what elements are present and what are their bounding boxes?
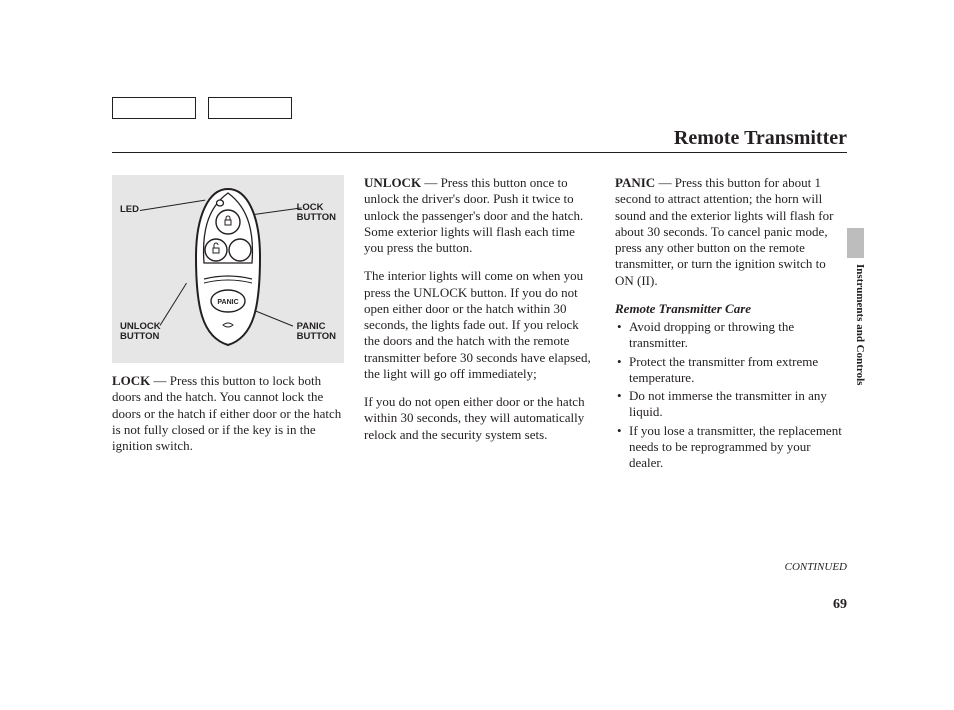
unlock-paragraph-2: The interior lights will come on when yo… [364, 268, 595, 382]
column-3: PANIC — Press this button for about 1 se… [615, 175, 846, 473]
lead-unlock [160, 283, 187, 326]
care-item: If you lose a transmitter, the replaceme… [629, 423, 846, 472]
svg-text:PANIC: PANIC [217, 299, 238, 306]
care-item: Do not immerse the transmitter in any li… [629, 388, 846, 421]
panic-lead: PANIC [615, 175, 655, 190]
lock-paragraph: LOCK — Press this button to lock both do… [112, 373, 344, 454]
care-item: Protect the transmitter from extreme tem… [629, 354, 846, 387]
label-lock: LOCK BUTTON [297, 203, 336, 224]
continued-label: CONTINUED [785, 561, 847, 573]
remote-fob-icon: PANIC [190, 187, 266, 347]
top-box-2[interactable] [208, 97, 292, 119]
page-title: Remote Transmitter [674, 127, 847, 150]
content-columns: LED LOCK BUTTON UNLOCK BUTTON PANIC BUTT… [112, 175, 846, 473]
panic-body: — Press this button for about 1 second t… [615, 175, 833, 288]
remote-diagram: LED LOCK BUTTON UNLOCK BUTTON PANIC BUTT… [112, 175, 344, 363]
care-item: Avoid dropping or throwing the transmitt… [629, 319, 846, 352]
label-panic: PANIC BUTTON [297, 322, 336, 343]
unlock-lead: UNLOCK [364, 175, 421, 190]
care-list: Avoid dropping or throwing the transmitt… [615, 319, 846, 471]
label-led: LED [120, 205, 139, 215]
unlock-paragraph-1b: Some exterior lights will flash each tim… [364, 224, 595, 257]
column-1: LED LOCK BUTTON UNLOCK BUTTON PANIC BUTT… [112, 175, 344, 473]
column-2: UNLOCK — Press this button once to unloc… [364, 175, 595, 473]
title-rule [112, 152, 847, 153]
page: Remote Transmitter Instruments and Contr… [0, 0, 954, 710]
top-link-boxes [112, 97, 292, 119]
section-side-text: Instruments and Controls [854, 264, 866, 385]
label-unlock: UNLOCK BUTTON [120, 322, 161, 343]
unlock-paragraph-1: UNLOCK — Press this button once to unloc… [364, 175, 595, 224]
top-box-1[interactable] [112, 97, 196, 119]
care-heading: Remote Transmitter Care [615, 301, 846, 317]
page-number: 69 [833, 597, 847, 613]
section-tab [847, 228, 864, 258]
lock-lead: LOCK [112, 373, 150, 388]
panic-paragraph: PANIC — Press this button for about 1 se… [615, 175, 846, 289]
unlock-paragraph-3: If you do not open either door or the ha… [364, 394, 595, 443]
